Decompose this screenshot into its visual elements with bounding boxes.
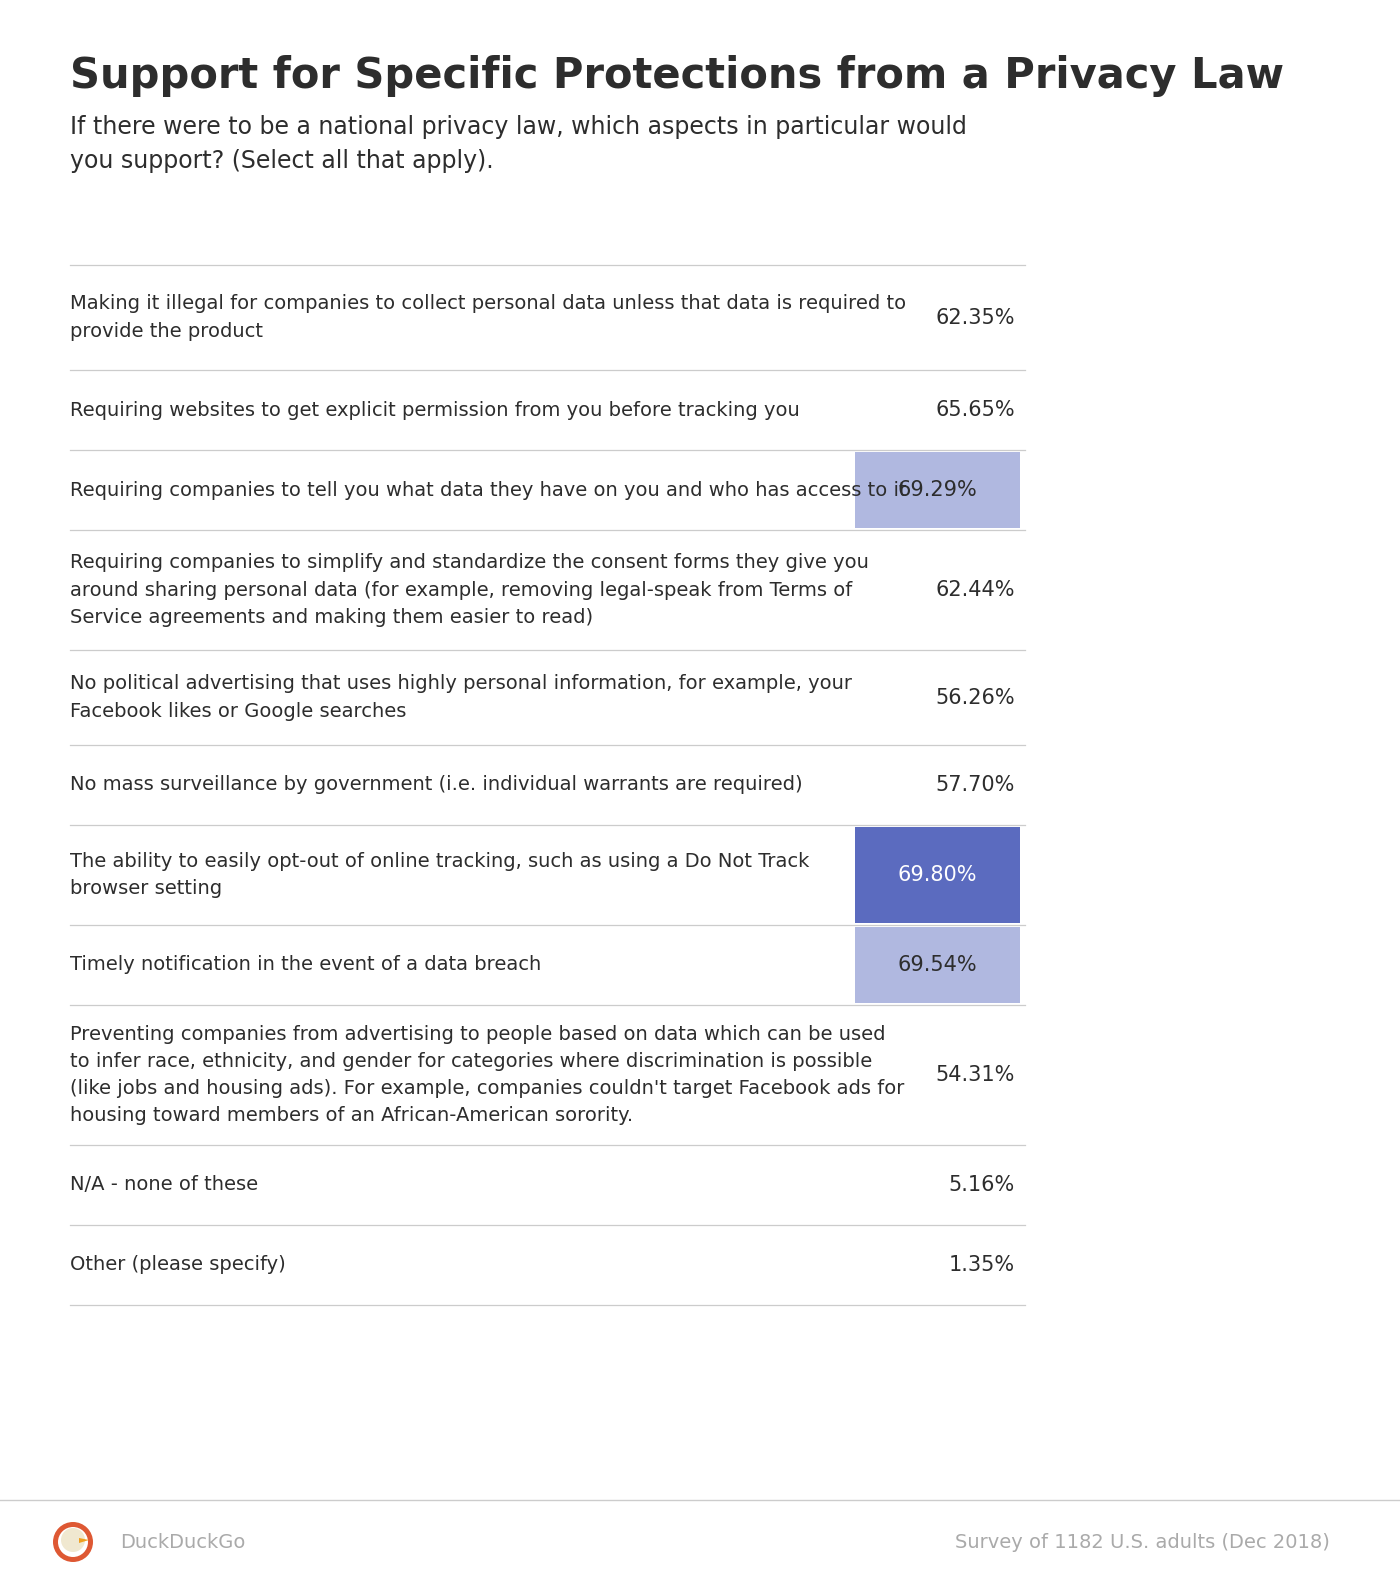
Text: No mass surveillance by government (i.e. individual warrants are required): No mass surveillance by government (i.e.… [70, 776, 802, 795]
FancyBboxPatch shape [855, 451, 1021, 527]
Text: 62.44%: 62.44% [935, 580, 1015, 600]
FancyBboxPatch shape [855, 927, 1021, 1003]
Text: 1.35%: 1.35% [949, 1255, 1015, 1275]
Text: Survey of 1182 U.S. adults (Dec 2018): Survey of 1182 U.S. adults (Dec 2018) [955, 1532, 1330, 1551]
Text: 69.80%: 69.80% [897, 865, 977, 885]
Text: 56.26%: 56.26% [935, 687, 1015, 708]
Circle shape [62, 1529, 85, 1552]
Text: No political advertising that uses highly personal information, for example, you: No political advertising that uses highl… [70, 675, 853, 721]
Text: Requiring companies to tell you what data they have on you and who has access to: Requiring companies to tell you what dat… [70, 480, 907, 499]
Text: 62.35%: 62.35% [935, 307, 1015, 328]
Text: Requiring websites to get explicit permission from you before tracking you: Requiring websites to get explicit permi… [70, 401, 799, 420]
Circle shape [57, 1527, 88, 1557]
Text: 54.31%: 54.31% [935, 1064, 1015, 1085]
Text: Timely notification in the event of a data breach: Timely notification in the event of a da… [70, 955, 542, 974]
Text: 65.65%: 65.65% [935, 401, 1015, 420]
Polygon shape [78, 1538, 90, 1543]
Text: Support for Specific Protections from a Privacy Law: Support for Specific Protections from a … [70, 55, 1284, 97]
Text: 5.16%: 5.16% [949, 1175, 1015, 1194]
Text: Preventing companies from advertising to people based on data which can be used
: Preventing companies from advertising to… [70, 1025, 904, 1125]
FancyBboxPatch shape [855, 827, 1021, 923]
Text: Requiring companies to simplify and standardize the consent forms they give you
: Requiring companies to simplify and stan… [70, 553, 869, 627]
Text: Making it illegal for companies to collect personal data unless that data is req: Making it illegal for companies to colle… [70, 295, 906, 341]
Text: 69.54%: 69.54% [897, 955, 977, 976]
Text: 57.70%: 57.70% [935, 775, 1015, 795]
Text: The ability to easily opt-out of online tracking, such as using a Do Not Track
b: The ability to easily opt-out of online … [70, 852, 809, 898]
Text: DuckDuckGo: DuckDuckGo [120, 1532, 245, 1551]
Text: Other (please specify): Other (please specify) [70, 1256, 286, 1275]
Text: If there were to be a national privacy law, which aspects in particular would
yo: If there were to be a national privacy l… [70, 116, 967, 174]
Text: 69.29%: 69.29% [897, 480, 977, 501]
Text: N/A - none of these: N/A - none of these [70, 1175, 258, 1194]
Circle shape [53, 1522, 92, 1562]
